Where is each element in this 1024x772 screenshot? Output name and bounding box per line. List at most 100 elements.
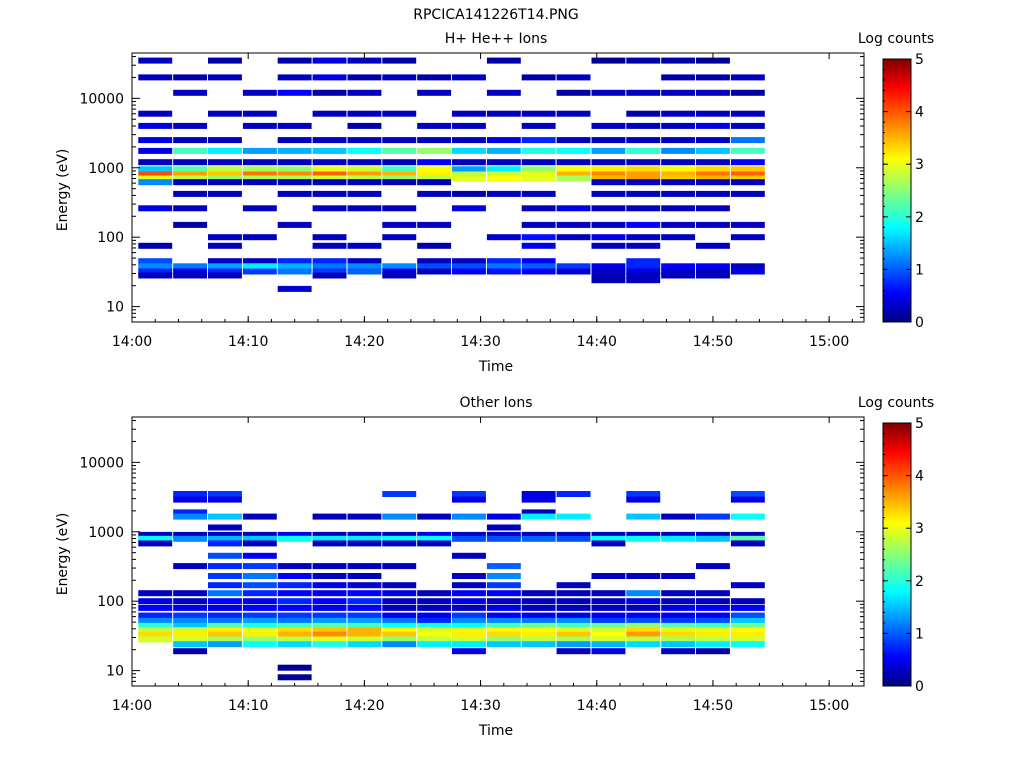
heatmap-cell — [382, 641, 417, 648]
heatmap-cell — [242, 179, 277, 186]
heatmap-cell — [661, 147, 696, 154]
heatmap-cell — [696, 535, 730, 542]
heatmap-cell — [138, 590, 173, 597]
heatmap-cell — [242, 627, 277, 634]
heatmap-cell — [173, 166, 208, 173]
heatmap-cell — [591, 573, 626, 579]
heatmap-cell — [626, 57, 661, 64]
heatmap-cell — [661, 122, 696, 129]
heatmap-cell — [730, 179, 765, 186]
heatmap-cell — [312, 617, 347, 624]
x-tick-label: 14:50 — [693, 698, 733, 714]
heatmap-cell — [382, 74, 417, 81]
heatmap-cell — [382, 159, 417, 166]
heatmap-cell — [626, 122, 661, 129]
heatmap-cell — [347, 573, 382, 579]
heatmap-cell — [556, 234, 591, 241]
heatmap-cell — [626, 147, 661, 154]
heatmap-cell — [208, 110, 242, 117]
y-axis: 10 100 1000 10000 — [79, 56, 864, 323]
heatmap-cell — [277, 74, 312, 81]
heatmap-cell — [277, 57, 312, 64]
heatmap-cell — [486, 263, 521, 270]
heatmap-cell — [173, 648, 208, 655]
heatmap-cell — [661, 110, 696, 117]
x-tick-label: 14:00 — [112, 334, 152, 350]
heatmap-cell — [696, 268, 730, 275]
heatmap-cell — [242, 166, 277, 173]
heatmap-cell — [730, 531, 765, 538]
heatmap-cell — [556, 648, 591, 655]
heatmap-cell — [138, 137, 173, 144]
heatmap-cell — [730, 221, 765, 228]
heatmap-cell — [277, 535, 312, 542]
heatmap-cell — [173, 221, 208, 228]
heatmap-cell — [696, 272, 730, 279]
heatmap-cell — [452, 590, 486, 597]
heatmap-cell — [626, 598, 661, 605]
heatmap-cell — [486, 604, 521, 611]
heatmap-cell — [242, 268, 277, 275]
heatmap-cell — [452, 205, 486, 212]
heatmap-cell — [521, 268, 556, 275]
heatmap-cell — [452, 573, 486, 579]
heatmap-cell — [173, 171, 208, 178]
heatmap-cell — [452, 627, 486, 634]
y-tick-label: 10000 — [79, 91, 124, 107]
heatmap-cell — [138, 535, 173, 542]
heatmap-cell — [626, 159, 661, 166]
heatmap-cell — [312, 258, 347, 265]
heatmap-cell — [521, 641, 556, 648]
heatmap-cell — [417, 263, 452, 270]
heatmap-cell — [417, 179, 452, 186]
heatmap-cell — [486, 641, 521, 648]
heatmap-cell — [591, 604, 626, 611]
heatmap-cell — [417, 617, 452, 624]
heatmap-cell — [452, 159, 486, 166]
heatmap-cell — [486, 582, 521, 589]
heatmap-cell — [661, 263, 696, 270]
heatmap-cell — [730, 612, 765, 619]
heatmap-cell — [347, 617, 382, 624]
heatmap-cell — [277, 531, 312, 538]
heatmap-cell — [312, 573, 347, 579]
heatmap-cell — [591, 617, 626, 624]
heatmap-cell — [591, 648, 626, 655]
heatmap-cell — [277, 598, 312, 605]
heatmap-cell — [417, 598, 452, 605]
heatmap-cell — [696, 590, 730, 597]
heatmap-cell — [347, 641, 382, 648]
heatmap-cell — [661, 531, 696, 538]
heatmap-cell — [208, 57, 242, 64]
heatmap-cell — [486, 622, 521, 629]
heatmap-cell — [626, 263, 661, 270]
heatmap-cell — [626, 617, 661, 624]
heatmap-cell — [486, 636, 521, 643]
heatmap-cell — [312, 627, 347, 634]
heatmap-cell — [138, 57, 173, 64]
heatmap-cell — [208, 535, 242, 542]
heatmap-cell — [138, 74, 173, 81]
heatmap-cell — [452, 258, 486, 265]
heatmap-cell — [347, 205, 382, 212]
heatmap-cell — [591, 89, 626, 96]
heatmap-cell — [661, 166, 696, 173]
heatmap-cell — [661, 590, 696, 597]
heatmap-cell — [556, 582, 591, 589]
heatmap-cell — [417, 631, 452, 638]
heatmap-cell — [347, 159, 382, 166]
panel-h-he-ions: H+ He++ Ions 14:00 14:10 14:20 14:30 14:40 14… — [55, 31, 934, 375]
heatmap-cell — [347, 147, 382, 154]
heatmap-cell — [626, 110, 661, 117]
heatmap-cell — [173, 122, 208, 129]
heatmap-cell — [521, 166, 556, 173]
heatmap-cell — [661, 612, 696, 619]
y-tick-label: 1000 — [88, 161, 124, 177]
heatmap-cell — [382, 582, 417, 589]
heatmap-cell — [556, 631, 591, 638]
x-tick-label: 14:50 — [693, 334, 733, 350]
heatmap-cell — [452, 535, 486, 542]
heatmap-cell — [138, 175, 173, 182]
heatmap-cell — [486, 531, 521, 538]
colorbar: 0 1 2 3 4 5 — [882, 52, 924, 331]
